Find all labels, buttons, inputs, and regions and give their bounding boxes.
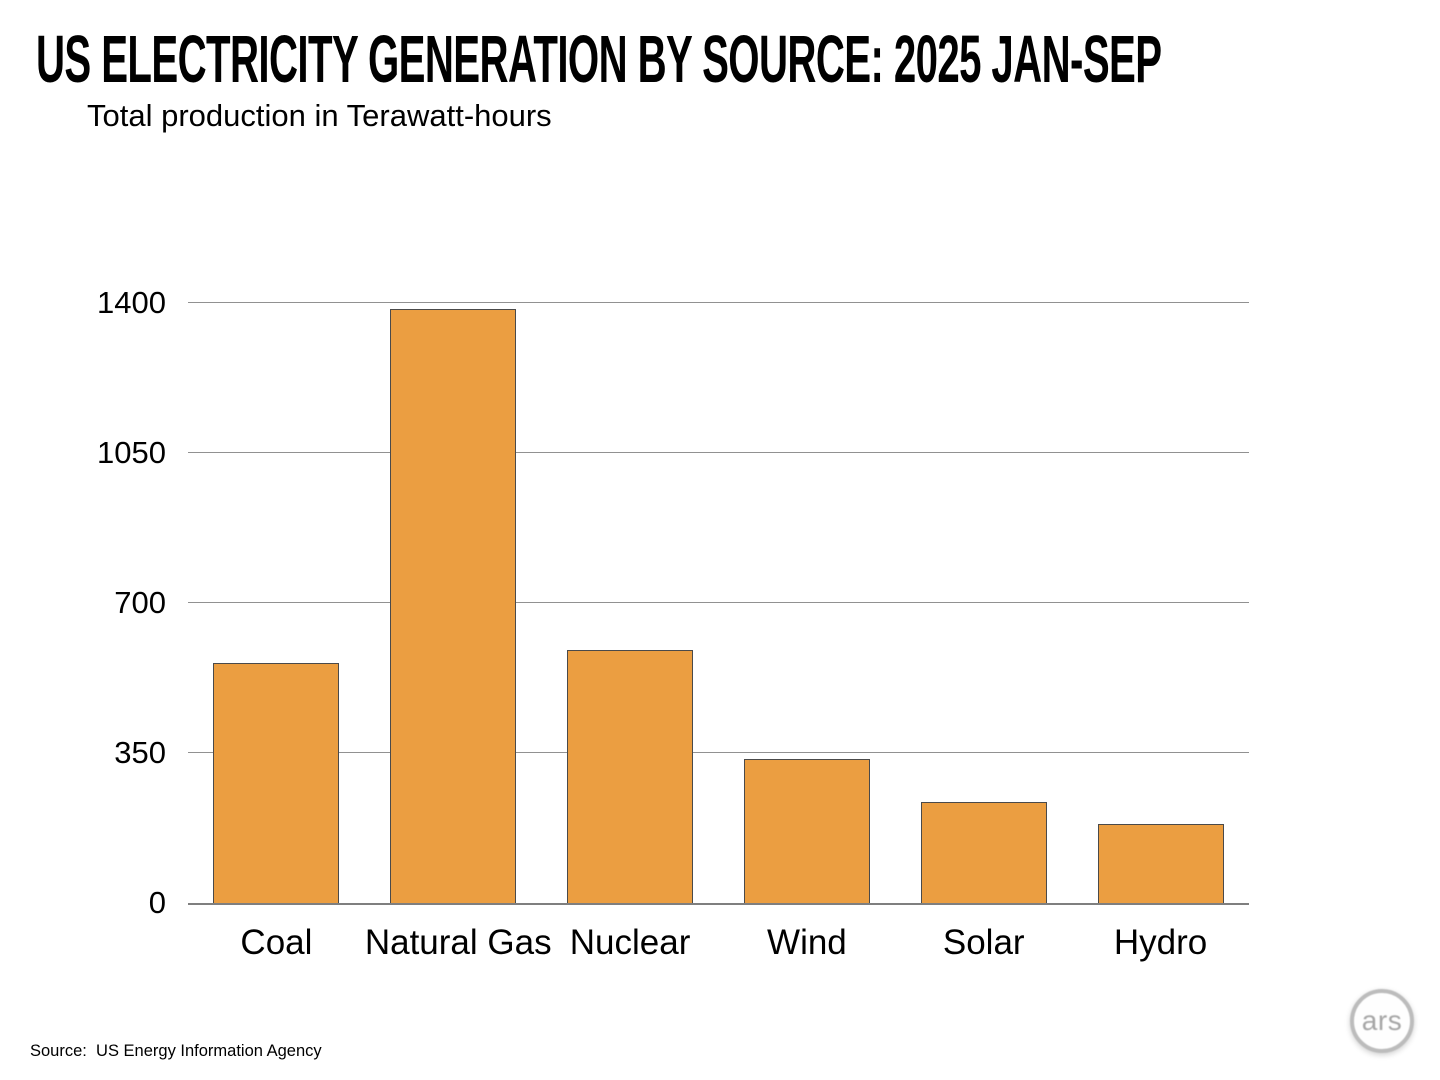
- ars-logo: ars: [1350, 989, 1414, 1053]
- y-tick-label-1050: 1050: [97, 435, 166, 470]
- x-tick-label-wind: Wind: [767, 923, 847, 962]
- bar-coal: [213, 663, 340, 903]
- chart-title: US ELECTRICITY GENERATION BY SOURCE: 202…: [36, 22, 1162, 97]
- gridline-350: [188, 752, 1249, 753]
- bar-nuclear: [567, 650, 694, 903]
- gridline-700: [188, 602, 1249, 603]
- y-tick-label-700: 700: [114, 585, 166, 620]
- bar-solar: [920, 802, 1047, 903]
- bar-natural-gas: [390, 309, 517, 903]
- plot-area: [188, 302, 1249, 905]
- ars-logo-text: ars: [1361, 1005, 1403, 1036]
- x-tick-label-coal: Coal: [240, 923, 313, 962]
- x-tick-label-nuclear: Nuclear: [569, 923, 691, 962]
- bar-hydro: [1097, 823, 1224, 903]
- x-tick-label-solar: Solar: [942, 923, 1025, 962]
- gridline-1050: [188, 452, 1249, 453]
- x-tick-label-natural-gas: Natural Gas: [364, 923, 552, 962]
- x-axis-line: [188, 903, 1249, 905]
- source-note: Source: US Energy Information Agency: [30, 1042, 322, 1060]
- chart-subtitle: Total production in Terawatt-hours: [87, 98, 552, 133]
- gridline-1400: [188, 302, 1249, 303]
- y-tick-label-0: 0: [148, 885, 166, 920]
- bar-wind: [743, 759, 870, 903]
- x-tick-label-hydro: Hydro: [1113, 923, 1208, 962]
- y-tick-label-1400: 1400: [97, 285, 166, 320]
- y-tick-label-350: 350: [114, 735, 166, 770]
